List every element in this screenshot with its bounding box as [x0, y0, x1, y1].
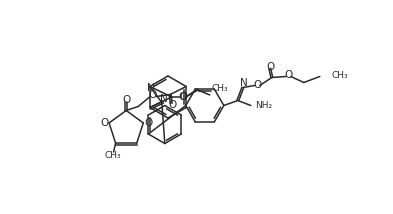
- Text: O: O: [100, 118, 108, 128]
- Text: O: O: [285, 70, 293, 79]
- Text: O: O: [144, 118, 152, 128]
- Text: CH₃: CH₃: [104, 151, 121, 160]
- Text: O: O: [267, 62, 275, 73]
- Text: O: O: [122, 95, 130, 104]
- Text: O: O: [179, 92, 187, 102]
- Text: N: N: [240, 79, 248, 89]
- Text: O: O: [168, 101, 176, 110]
- Text: O: O: [254, 79, 262, 89]
- Text: N: N: [147, 83, 155, 92]
- Text: N: N: [160, 94, 168, 104]
- Text: O: O: [148, 91, 156, 101]
- Text: CH₃: CH₃: [212, 83, 228, 92]
- Text: CH₃: CH₃: [332, 71, 349, 80]
- Text: O: O: [179, 92, 187, 102]
- Text: NH₂: NH₂: [255, 101, 272, 110]
